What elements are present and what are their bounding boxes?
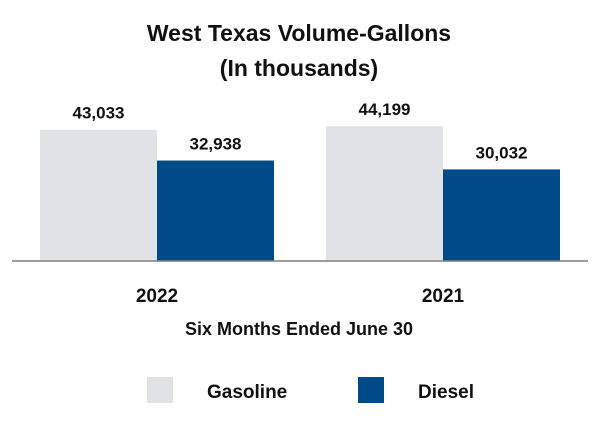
x-axis-label: Six Months Ended June 30 <box>185 319 413 339</box>
data-label-diesel-2021: 30,032 <box>476 143 528 162</box>
data-label-gasoline-2022: 43,033 <box>73 104 125 123</box>
legend: Gasoline Diesel <box>147 377 474 403</box>
x-tick-label-2021: 2021 <box>422 286 465 307</box>
legend-label-gasoline: Gasoline <box>207 382 287 403</box>
x-tick-labels: 2022 2021 <box>136 286 465 307</box>
data-label-diesel-2022: 32,938 <box>190 135 242 154</box>
bar-gasoline-2021 <box>326 126 443 261</box>
legend-swatch-diesel <box>358 377 384 403</box>
chart-title: West Texas Volume-Gallons <box>147 20 451 46</box>
bar-diesel-2022 <box>157 160 274 261</box>
bar-gasoline-2022 <box>40 129 157 261</box>
x-tick-label-2022: 2022 <box>136 286 178 307</box>
legend-label-diesel: Diesel <box>418 382 474 403</box>
chart-subtitle: (In thousands) <box>220 55 378 81</box>
bars-group: 43,033 32,938 44,199 30,032 <box>40 100 560 261</box>
legend-swatch-gasoline <box>147 377 173 403</box>
data-label-gasoline-2021: 44,199 <box>359 100 411 119</box>
bar-diesel-2021 <box>443 169 560 261</box>
